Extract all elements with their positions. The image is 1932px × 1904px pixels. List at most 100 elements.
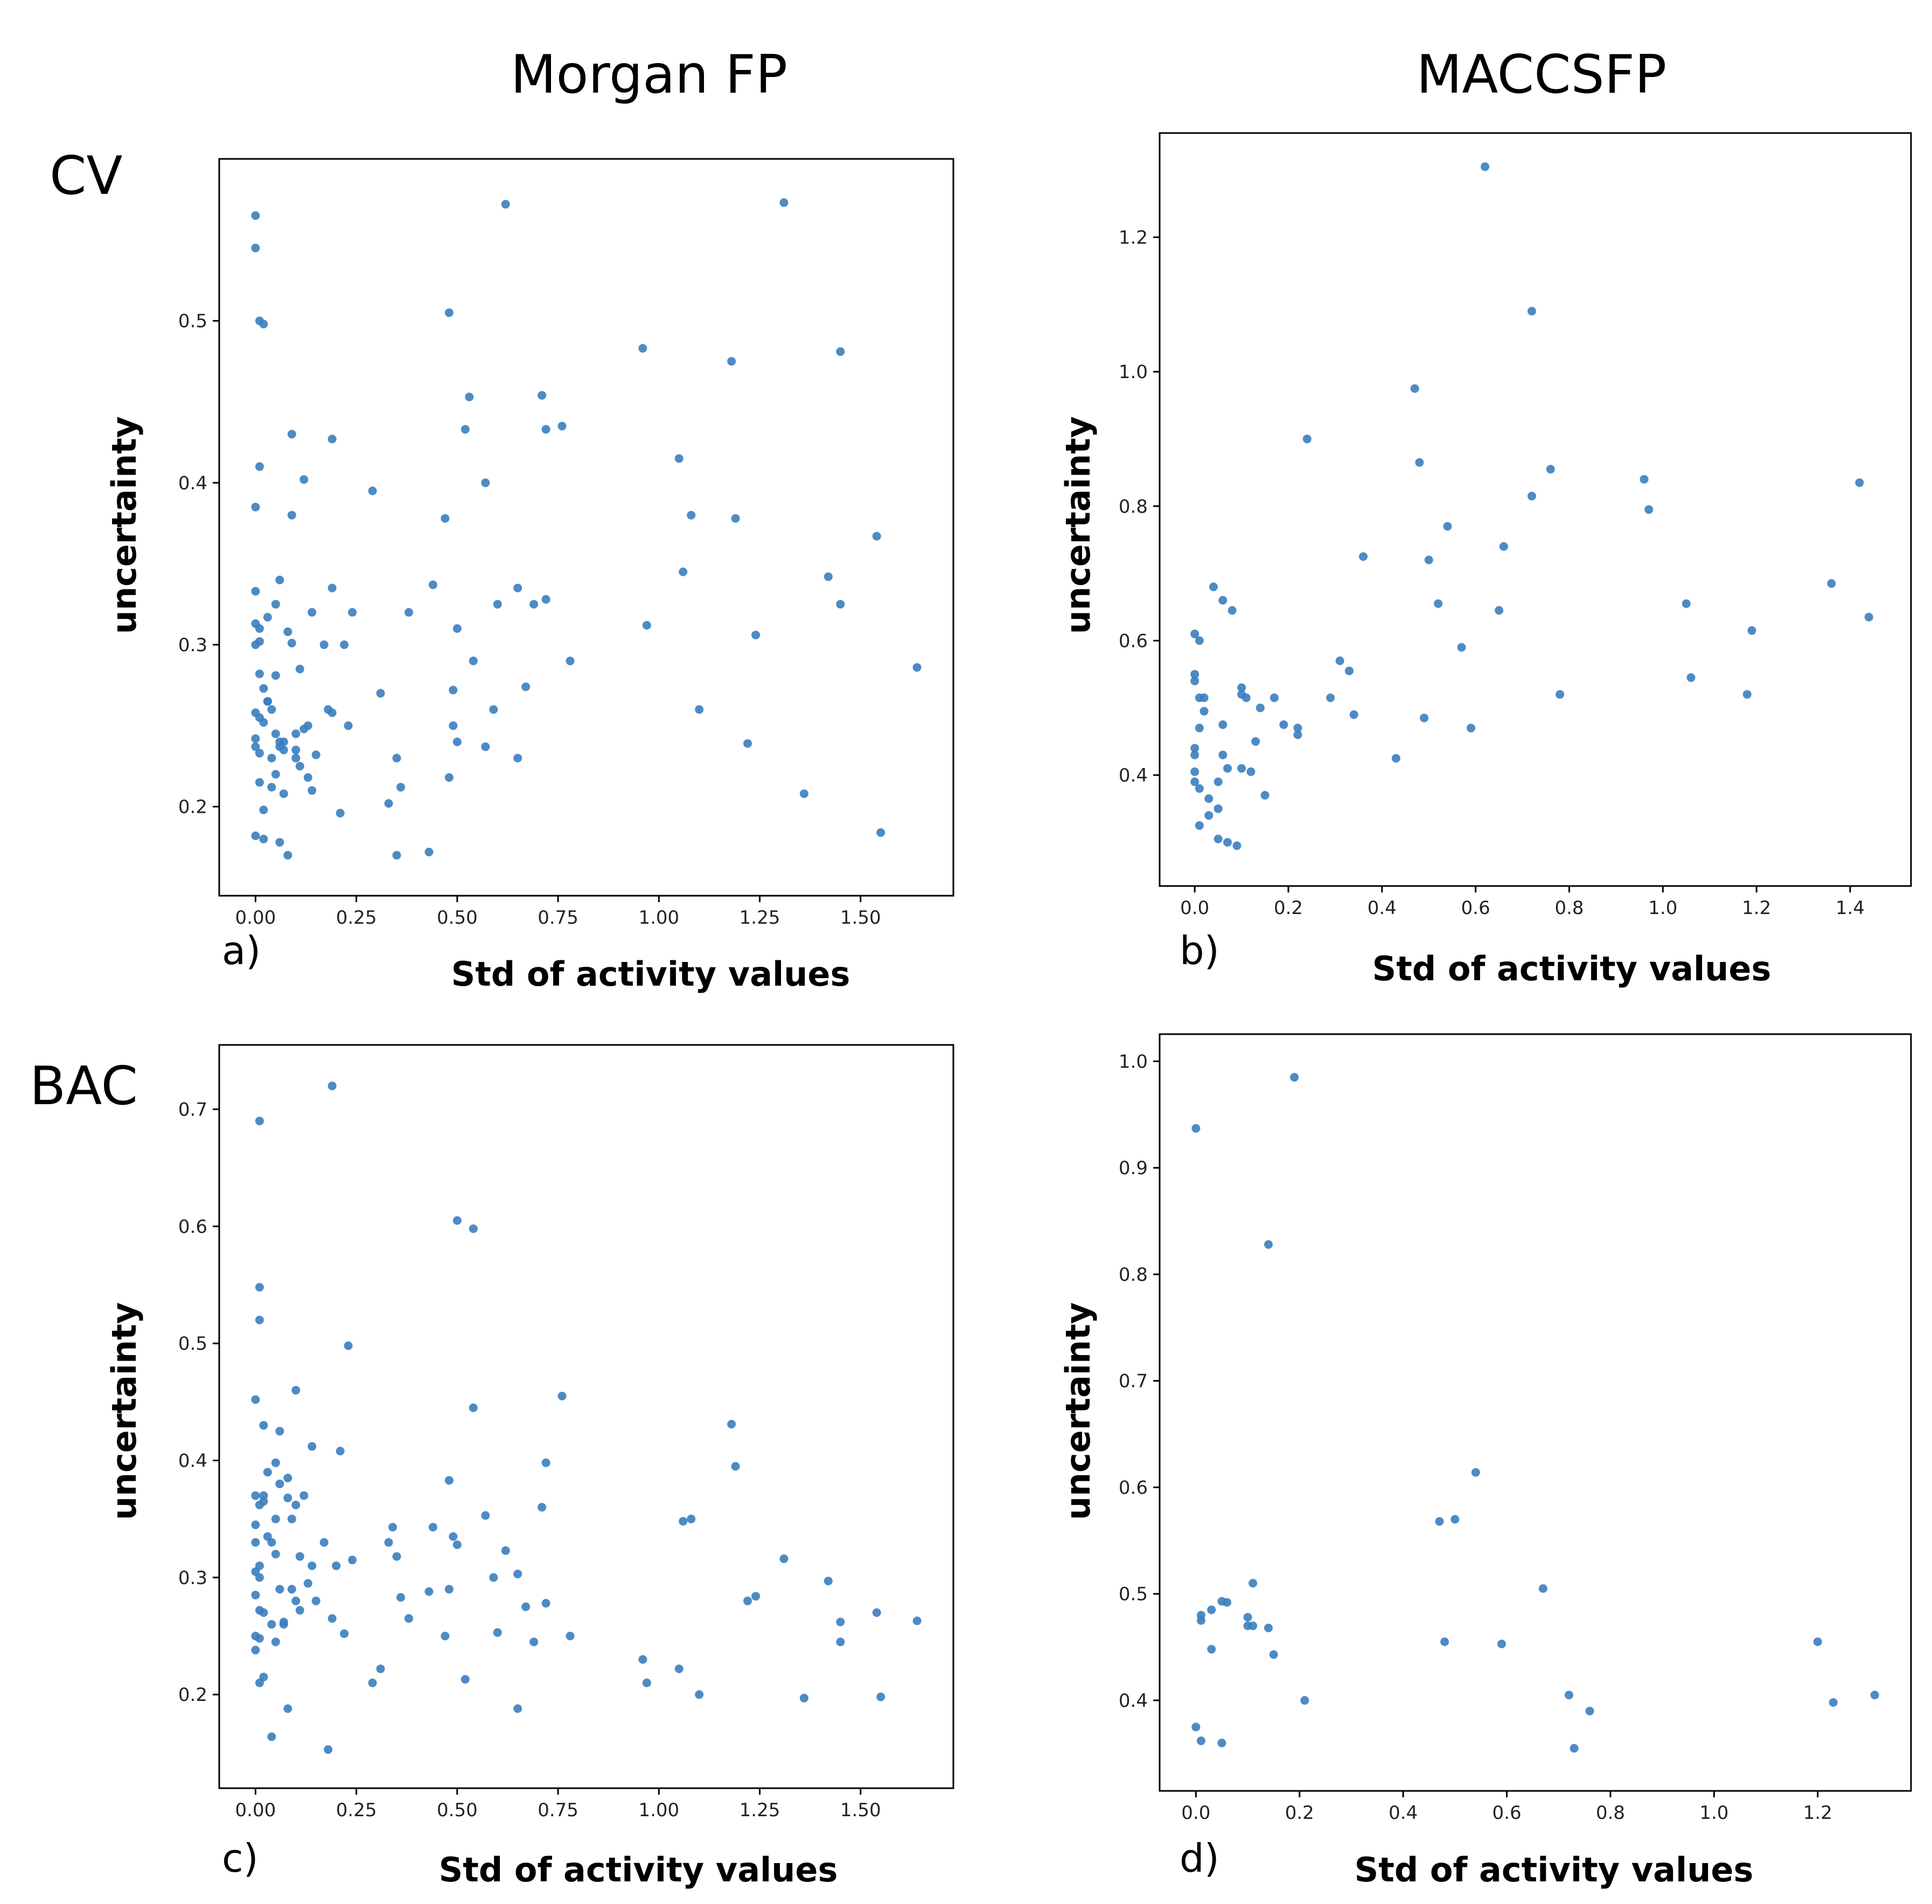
data-point-a-60 (404, 608, 413, 617)
y-tick-label-d-3: 0.7 (1119, 1371, 1148, 1392)
data-point-d-0 (1191, 1124, 1201, 1133)
data-point-c-81 (541, 1458, 550, 1467)
data-point-c-60 (404, 1614, 413, 1623)
data-point-a-45 (311, 750, 320, 759)
data-point-c-78 (521, 1602, 531, 1612)
data-point-b-40 (1326, 693, 1335, 702)
data-point-b-7 (1195, 821, 1204, 830)
data-point-a-83 (541, 595, 550, 604)
data-point-a-32 (279, 789, 288, 798)
data-point-c-25 (271, 1515, 280, 1524)
data-point-c-66 (449, 1532, 458, 1541)
data-point-c-83 (557, 1391, 567, 1400)
data-point-c-51 (340, 1629, 349, 1638)
y-tick-label-a-0: 0.2 (178, 797, 207, 818)
data-point-a-77 (501, 200, 510, 209)
data-point-b-10 (1190, 669, 1199, 679)
x-tick-label-c-5: 1.25 (740, 1800, 780, 1821)
data-point-a-6 (251, 587, 260, 596)
data-point-a-62 (428, 580, 437, 589)
data-point-c-89 (687, 1515, 696, 1524)
data-point-c-2 (255, 1315, 264, 1324)
x-tick-label-d-1: 0.2 (1285, 1802, 1314, 1824)
data-point-a-5 (251, 503, 260, 512)
data-point-a-85 (557, 422, 567, 431)
data-point-a-107 (327, 708, 337, 717)
data-point-a-74 (481, 742, 490, 751)
data-point-a-111 (267, 783, 276, 792)
data-point-d-6 (1207, 1605, 1216, 1614)
data-point-c-39 (295, 1552, 304, 1561)
x-tick-label-a-0: 0.00 (235, 907, 276, 929)
x-tick-label-b-3: 0.6 (1461, 897, 1490, 919)
y-tick-label-c-3: 0.5 (178, 1333, 207, 1355)
x-tick-label-d-3: 0.6 (1492, 1802, 1522, 1824)
data-point-a-54 (368, 486, 377, 496)
data-point-b-56 (1499, 542, 1508, 551)
data-point-b-3 (1195, 723, 1204, 733)
data-point-c-91 (727, 1420, 736, 1429)
y-tick-label-c-1: 0.3 (178, 1567, 207, 1589)
data-point-b-22 (1218, 596, 1227, 605)
data-point-d-18 (1300, 1696, 1309, 1705)
data-point-d-22 (1471, 1468, 1480, 1477)
data-point-a-66 (449, 721, 458, 730)
data-point-a-64 (444, 308, 454, 317)
data-point-b-24 (1223, 764, 1232, 773)
data-point-c-38 (291, 1596, 301, 1606)
y-tick-label-a-2: 0.4 (178, 472, 207, 494)
data-point-d-27 (1585, 1706, 1594, 1715)
data-point-d-15 (1264, 1240, 1273, 1249)
data-point-a-110 (299, 724, 309, 734)
data-point-a-41 (299, 475, 309, 484)
data-point-a-49 (327, 583, 337, 592)
data-point-c-23 (267, 1538, 276, 1547)
data-point-a-112 (263, 697, 272, 706)
data-point-d-5 (1207, 1644, 1216, 1654)
data-point-c-106 (283, 1704, 292, 1713)
data-point-a-15 (251, 742, 260, 751)
data-point-d-29 (1829, 1698, 1838, 1707)
x-tick-label-b-4: 0.8 (1554, 897, 1584, 919)
data-point-a-47 (327, 435, 337, 444)
data-point-b-6 (1195, 784, 1204, 793)
data-point-b-64 (1686, 673, 1696, 682)
data-point-a-52 (344, 721, 353, 730)
data-point-c-57 (388, 1523, 397, 1532)
data-point-a-36 (287, 511, 296, 520)
data-point-a-58 (392, 754, 401, 763)
data-point-b-36 (1279, 720, 1288, 729)
data-point-c-5 (251, 1491, 260, 1500)
data-point-b-9 (1190, 750, 1199, 759)
x-tick-label-c-1: 0.25 (336, 1800, 377, 1821)
data-point-a-59 (396, 783, 406, 792)
data-point-a-82 (538, 390, 547, 400)
data-point-b-12 (1199, 693, 1209, 702)
data-point-c-107 (291, 1501, 301, 1510)
data-point-a-17 (259, 805, 268, 814)
data-point-a-78 (513, 583, 522, 592)
data-point-c-53 (348, 1556, 357, 1565)
data-point-a-57 (392, 850, 401, 860)
data-point-c-96 (799, 1693, 808, 1703)
data-point-c-32 (279, 1620, 288, 1629)
data-point-c-82 (541, 1599, 550, 1608)
x-tick-label-b-6: 1.2 (1742, 897, 1771, 919)
data-point-b-30 (1241, 693, 1251, 702)
data-point-c-102 (912, 1616, 922, 1626)
data-point-a-101 (836, 599, 845, 609)
data-point-a-102 (872, 532, 881, 541)
plot-frame-d (1159, 1033, 1912, 1792)
data-point-a-3 (259, 319, 268, 329)
data-point-c-52 (344, 1341, 353, 1350)
data-point-b-62 (1644, 505, 1654, 514)
data-point-c-92 (731, 1462, 740, 1471)
scatter-panel-a: 0.00 0.25 0.50 0.75 1.00 1.25 1.50 0.2 0.3 0.4 0.5… (104, 158, 954, 994)
y-tick-label-a-3: 0.5 (178, 311, 207, 332)
data-point-b-69 (1864, 612, 1873, 622)
data-point-b-41 (1335, 656, 1344, 665)
data-point-c-43 (308, 1442, 317, 1451)
panel-letter-d: d) (1180, 1836, 1219, 1881)
y-tick-label-d-1: 0.5 (1119, 1584, 1148, 1605)
data-point-a-87 (638, 344, 647, 353)
